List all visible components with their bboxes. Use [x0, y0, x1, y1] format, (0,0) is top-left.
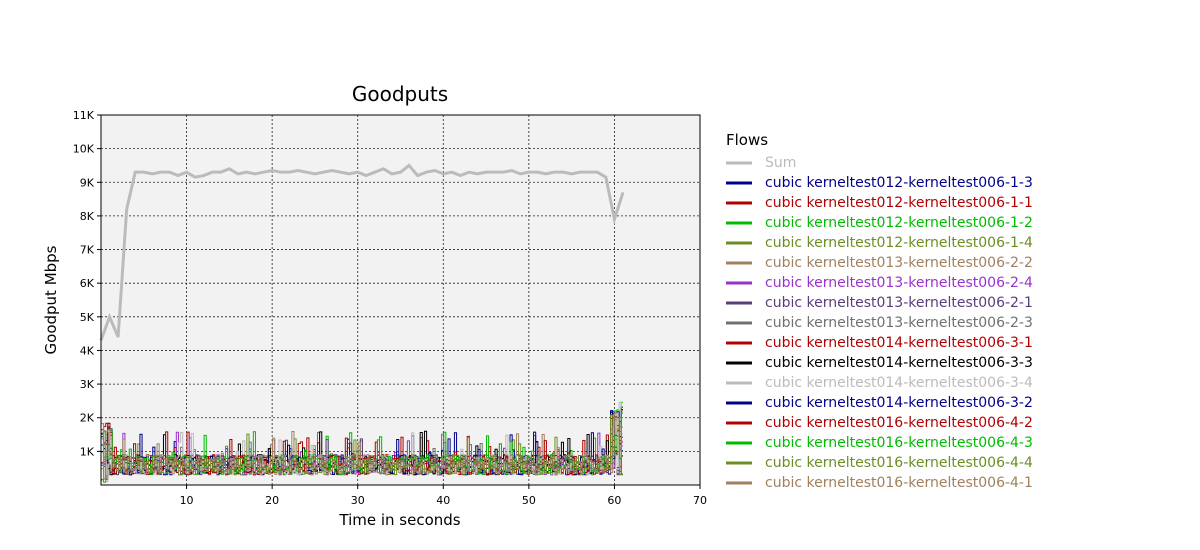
legend-label: cubic kerneltest012-kerneltest006-1-2 [765, 215, 1033, 231]
legend-label: cubic kerneltest012-kerneltest006-1-4 [765, 235, 1033, 251]
legend-label: cubic kerneltest016-kerneltest006-4-4 [765, 455, 1033, 471]
plot-frame [100, 114, 701, 486]
y-axis-label: Goodput Mbps [42, 245, 60, 354]
flow-series-group [101, 401, 623, 483]
legend-title: Flows [726, 131, 768, 149]
y-tick-label: 2K [80, 412, 95, 425]
x-tick-label: 70 [693, 494, 707, 507]
legend-label: cubic kerneltest012-kerneltest006-1-3 [765, 175, 1033, 191]
legend-label: cubic kerneltest013-kerneltest006-2-1 [765, 295, 1033, 311]
y-tick-label: 11K [73, 109, 95, 122]
y-tick-label: 9K [80, 176, 95, 189]
legend-label: cubic kerneltest014-kerneltest006-3-3 [765, 355, 1033, 371]
legend-label: cubic kerneltest016-kerneltest006-4-1 [765, 475, 1033, 491]
y-tick-label: 1K [80, 445, 95, 458]
chart-title: Goodputs [352, 82, 448, 106]
legend-label: cubic kerneltest013-kerneltest006-2-2 [765, 255, 1033, 271]
x-tick-label: 20 [265, 494, 279, 507]
legend: Flows Sum cubic kerneltest012-kerneltest0… [726, 131, 1033, 491]
legend-label: cubic kerneltest013-kerneltest006-2-3 [765, 315, 1033, 331]
legend-label: cubic kerneltest016-kerneltest006-4-2 [765, 415, 1033, 431]
x-tick-label: 10 [180, 494, 194, 507]
legend-label: Sum [765, 155, 796, 171]
x-tick-label: 40 [436, 494, 450, 507]
legend-label: cubic kerneltest014-kerneltest006-3-1 [765, 335, 1033, 351]
x-axis-label: Time in seconds [338, 511, 460, 529]
y-tick-label: 7K [80, 244, 95, 257]
series-line-flow-16 [101, 412, 623, 480]
x-axis-ticks: 10 20 30 40 50 60 70 [180, 485, 707, 507]
y-axis-ticks: 1K 2K 3K 4K 5K 6K 7K 8K 9K 10K 11K [73, 109, 101, 458]
y-tick-label: 4K [80, 344, 95, 357]
x-tick-label: 60 [607, 494, 621, 507]
legend-label: cubic kerneltest012-kerneltest006-1-1 [765, 195, 1033, 211]
legend-label: cubic kerneltest014-kerneltest006-3-2 [765, 395, 1033, 411]
y-tick-label: 10K [73, 143, 95, 156]
y-tick-label: 8K [80, 210, 95, 223]
legend-label: cubic kerneltest016-kerneltest006-4-3 [765, 435, 1033, 451]
y-tick-label: 6K [80, 277, 95, 290]
legend-label: cubic kerneltest013-kerneltest006-2-4 [765, 275, 1033, 291]
y-tick-label: 5K [80, 311, 95, 324]
series-line-sum [99, 163, 625, 341]
x-tick-label: 30 [351, 494, 365, 507]
y-tick-label: 3K [80, 378, 95, 391]
x-tick-label: 50 [522, 494, 536, 507]
legend-label: cubic kerneltest014-kerneltest006-3-4 [765, 375, 1033, 391]
